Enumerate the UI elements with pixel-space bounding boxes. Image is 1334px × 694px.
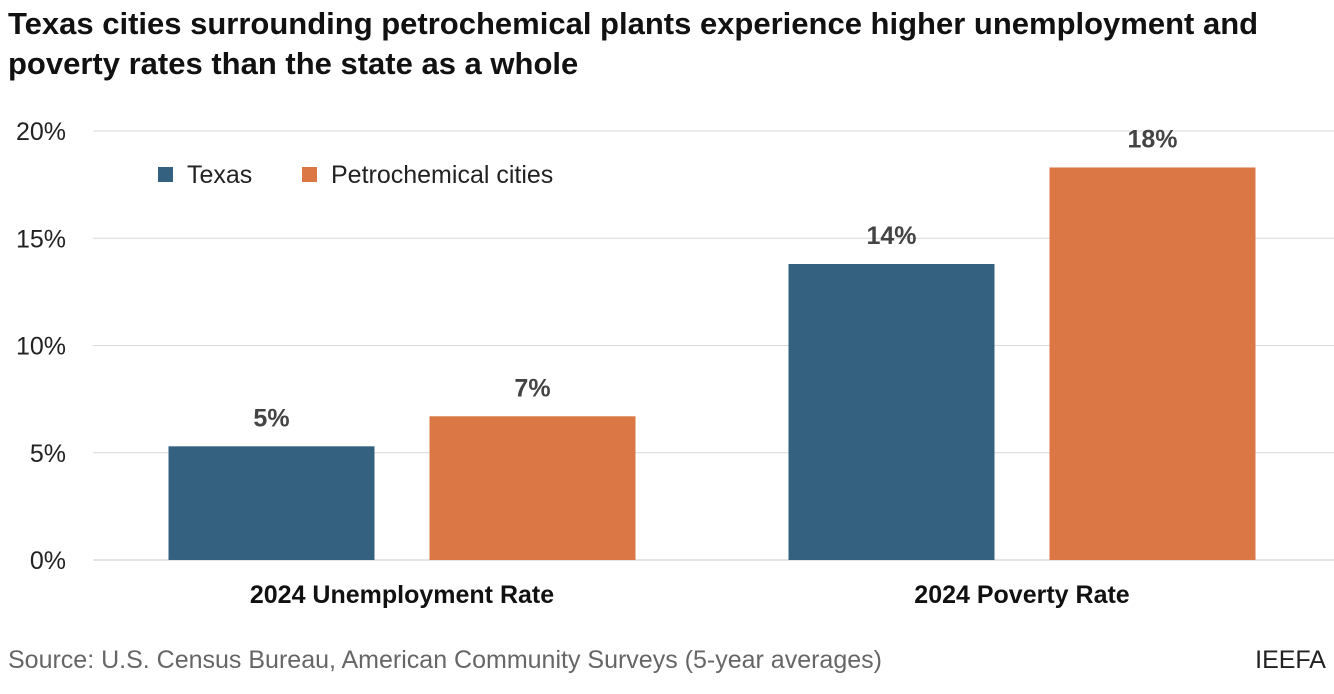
- y-tick-label: 15%: [16, 225, 66, 253]
- source-note: Source: U.S. Census Bureau, American Com…: [8, 646, 882, 674]
- legend-swatch: [302, 167, 317, 182]
- legend-label: Petrochemical cities: [331, 161, 553, 189]
- y-tick-label: 20%: [16, 118, 66, 146]
- data-labels: 5% 7% 14% 18%: [253, 125, 1177, 432]
- y-tick-label: 10%: [16, 333, 66, 361]
- y-tick-label: 0%: [30, 547, 66, 575]
- data-label: 5%: [253, 404, 289, 432]
- bar: [168, 446, 375, 560]
- x-category-label: 2024 Unemployment Rate: [250, 581, 554, 609]
- bar-chart: 0% 5% 10% 15% 20% 5% 7% 14% 18% 2024 Unemployme…: [16, 118, 1334, 609]
- y-axis-tick-labels: 0% 5% 10% 15% 20%: [16, 118, 66, 575]
- legend: Texas Petrochemical cities: [158, 161, 553, 189]
- bars: [168, 167, 1256, 560]
- bar: [429, 416, 636, 560]
- legend-label: Texas: [187, 161, 252, 189]
- data-label: 7%: [514, 374, 550, 402]
- brand-logo-text: IEEFA: [1255, 646, 1326, 674]
- data-label: 18%: [1127, 125, 1177, 153]
- x-axis-category-labels: 2024 Unemployment Rate 2024 Poverty Rate: [250, 581, 1130, 609]
- chart-title: Texas cities surrounding petrochemical p…: [8, 6, 1259, 81]
- x-category-label: 2024 Poverty Rate: [914, 581, 1130, 609]
- bar: [1049, 167, 1256, 560]
- bar: [788, 263, 995, 560]
- data-label: 14%: [866, 222, 916, 250]
- y-tick-label: 5%: [30, 440, 66, 468]
- legend-swatch: [158, 167, 173, 182]
